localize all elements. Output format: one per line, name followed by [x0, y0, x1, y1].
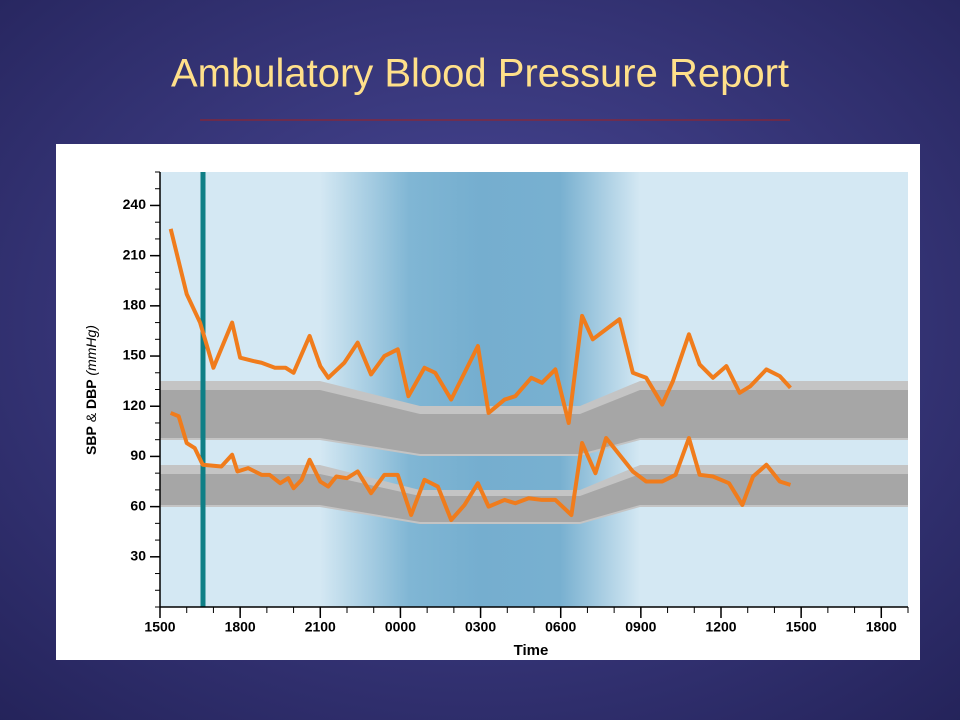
y-tick-label: 240: [123, 196, 147, 212]
x-tick-label: 1800: [225, 619, 256, 635]
bp-line: [168, 228, 792, 425]
y-tick-label: 180: [123, 297, 147, 313]
y-label-part: SBP: [83, 426, 99, 455]
x-tick-label: 1800: [866, 619, 897, 635]
x-axis-label: Time: [514, 642, 549, 659]
x-tick-label: 0900: [625, 619, 656, 635]
y-tick-label: 120: [123, 397, 147, 413]
y-label-part: (mmHg): [83, 325, 99, 376]
y-label-part: &: [83, 412, 99, 422]
x-tick-label: 0000: [385, 619, 416, 635]
night-shading: [320, 172, 640, 607]
y-tick-label: 90: [130, 447, 146, 463]
x-tick-label: 0300: [465, 619, 496, 635]
y-axis-label: SBP & DBP (mmHg): [83, 325, 99, 455]
y-tick-label: 30: [130, 548, 146, 564]
sbp-normal-band-inner: [160, 390, 908, 454]
y-tick-label: 210: [123, 246, 147, 262]
bp-line: [169, 411, 792, 522]
x-tick-label: 0600: [545, 619, 576, 635]
x-tick-label: 1500: [786, 619, 817, 635]
title: Ambulatory Blood Pressure Report: [171, 52, 789, 96]
x-tick-label: 1200: [705, 619, 736, 635]
y-tick-label: 150: [123, 347, 147, 363]
x-tick-label: 1500: [144, 619, 175, 635]
y-tick-label: 60: [130, 497, 146, 513]
x-tick-label: 2100: [305, 619, 336, 635]
y-label-part: DBP: [83, 379, 99, 409]
